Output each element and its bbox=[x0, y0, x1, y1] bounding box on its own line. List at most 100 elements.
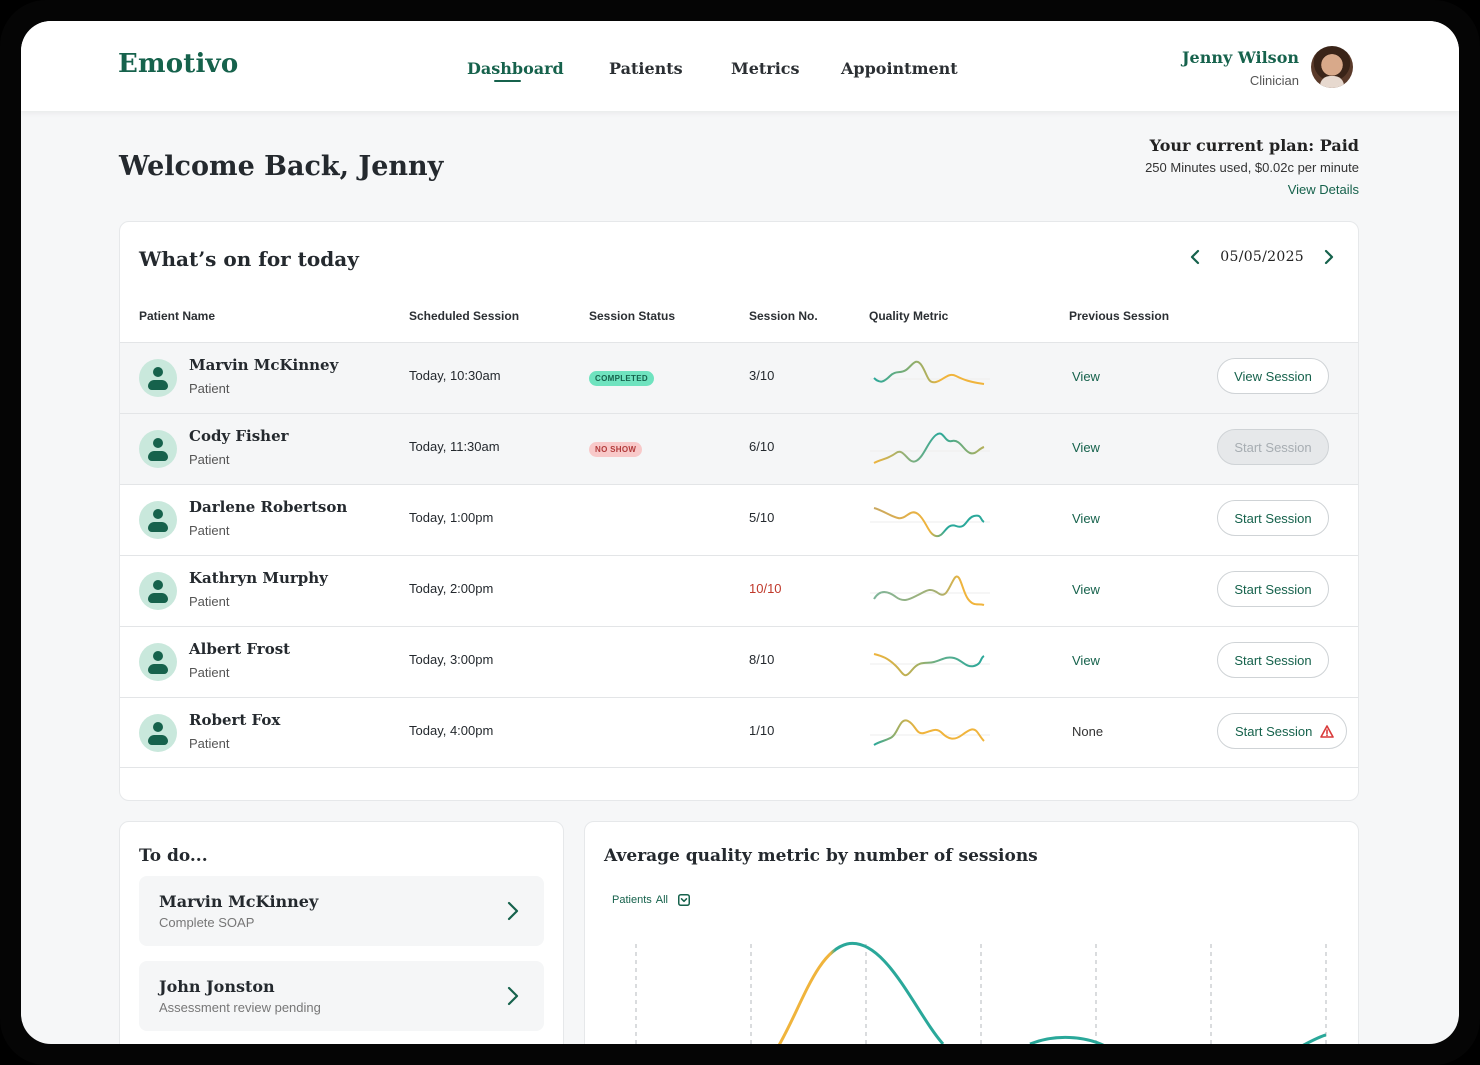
quality-sparkline bbox=[870, 575, 990, 606]
column-header-session-status: Session Status bbox=[589, 309, 676, 323]
patient-role: Patient bbox=[189, 594, 230, 609]
todo-card: To do... Marvin McKinney Complete SOAP J… bbox=[119, 821, 564, 1044]
next-date-button[interactable] bbox=[1318, 246, 1340, 268]
patients-filter-dropdown[interactable]: Patients All bbox=[612, 894, 690, 906]
column-header-quality-metric: Quality Metric bbox=[869, 309, 949, 323]
todays-sessions-card: What’s on for today 05/05/2025 Patient N… bbox=[119, 221, 1359, 801]
column-header-patient-name: Patient Name bbox=[139, 309, 216, 323]
session-number: 5/10 bbox=[749, 510, 775, 525]
app-logo[interactable]: Emotivo bbox=[118, 49, 239, 79]
table-row: Kathryn Murphy Patient Today, 2:00pm 10/… bbox=[120, 555, 1358, 626]
quality-sparkline bbox=[870, 432, 990, 464]
chevron-right-icon bbox=[507, 986, 519, 1006]
start-session-button[interactable]: Start Session bbox=[1217, 642, 1329, 678]
todays-sessions-title: What’s on for today bbox=[139, 247, 359, 271]
patient-avatar bbox=[139, 714, 177, 752]
app-screen: Emotivo Dashboard Patients Metrics Appoi… bbox=[21, 21, 1459, 1044]
start-session-button[interactable]: Start Session bbox=[1217, 571, 1329, 607]
scheduled-time: Today, 3:00pm bbox=[409, 652, 494, 667]
start-session-button-disabled[interactable]: Start Session bbox=[1217, 429, 1329, 465]
patient-role: Patient bbox=[189, 523, 230, 538]
column-header-scheduled-session: Scheduled Session bbox=[409, 309, 520, 323]
scheduled-time: Today, 2:00pm bbox=[409, 581, 494, 596]
column-header-previous-session: Previous Session bbox=[1069, 309, 1170, 323]
warning-icon bbox=[1320, 725, 1334, 738]
nav-dashboard[interactable]: Dashboard bbox=[467, 59, 564, 78]
patient-name[interactable]: Cody Fisher bbox=[189, 427, 289, 445]
user-role: Clinician bbox=[1249, 73, 1299, 88]
nav-patients[interactable]: Patients bbox=[609, 59, 683, 78]
patient-avatar bbox=[139, 572, 177, 610]
scheduled-time: Today, 1:00pm bbox=[409, 510, 494, 525]
todo-item-name: Marvin McKinney bbox=[159, 892, 319, 911]
patient-name[interactable]: Albert Frost bbox=[189, 640, 291, 658]
previous-session-link[interactable]: View bbox=[1072, 582, 1100, 597]
patient-name[interactable]: Darlene Robertson bbox=[189, 498, 348, 516]
plan-title: Your current plan: Paid bbox=[1149, 136, 1359, 155]
previous-session-link[interactable]: View bbox=[1072, 511, 1100, 526]
chart-title: Average quality metric by number of sess… bbox=[604, 846, 1038, 866]
user-name: Jenny Wilson bbox=[1181, 48, 1299, 67]
table-row: Albert Frost Patient Today, 3:00pm 8/10 … bbox=[120, 626, 1358, 697]
chevron-right-icon bbox=[1324, 249, 1334, 265]
view-details-link[interactable]: View Details bbox=[1287, 182, 1359, 197]
todo-item[interactable]: John Jonston Assessment review pending bbox=[139, 961, 544, 1031]
previous-session-link[interactable]: View bbox=[1072, 440, 1100, 455]
welcome-heading: Welcome Back, Jenny bbox=[119, 151, 444, 182]
status-badge: NO SHOW bbox=[589, 442, 643, 457]
start-session-label: Start Session bbox=[1235, 723, 1313, 739]
chevron-left-icon bbox=[1191, 249, 1200, 265]
table-row: Marvin McKinney Patient Today, 10:30am C… bbox=[120, 342, 1358, 413]
start-session-button[interactable]: Start Session bbox=[1217, 500, 1329, 536]
previous-session-link[interactable]: View bbox=[1072, 369, 1100, 384]
patient-avatar bbox=[139, 359, 177, 397]
nav-appointment[interactable]: Appointment bbox=[841, 59, 958, 78]
patient-role: Patient bbox=[189, 665, 230, 680]
chart-series-line bbox=[1029, 1035, 1105, 1044]
patient-avatar bbox=[139, 501, 177, 539]
todo-item[interactable]: Marvin McKinney Complete SOAP bbox=[139, 876, 544, 946]
todo-item-description: Complete SOAP bbox=[159, 915, 255, 930]
table-row: Cody Fisher Patient Today, 11:30am NO SH… bbox=[120, 413, 1358, 484]
patient-role: Patient bbox=[189, 736, 230, 751]
session-number: 1/10 bbox=[749, 723, 775, 738]
todo-item-name: John Jonston bbox=[159, 977, 275, 996]
session-number: 10/10 bbox=[749, 581, 782, 596]
nav-metrics[interactable]: Metrics bbox=[731, 59, 800, 78]
quality-sparkline bbox=[870, 653, 990, 677]
start-session-button[interactable]: Start Session bbox=[1217, 713, 1347, 749]
patient-name[interactable]: Kathryn Murphy bbox=[189, 569, 328, 587]
quality-sparkline bbox=[870, 507, 990, 538]
nav-active-indicator bbox=[494, 80, 521, 82]
previous-session-none: None bbox=[1072, 724, 1104, 739]
quality-metric-chart-card: Average quality metric by number of sess… bbox=[584, 821, 1359, 1044]
date-navigator: 05/05/2025 bbox=[1184, 246, 1340, 268]
scheduled-time: Today, 4:00pm bbox=[409, 723, 494, 738]
patient-name[interactable]: Marvin McKinney bbox=[189, 356, 339, 374]
todo-title: To do... bbox=[139, 846, 208, 866]
previous-date-button[interactable] bbox=[1184, 246, 1206, 268]
filter-value: All bbox=[655, 894, 668, 906]
quality-metric-line-chart bbox=[635, 942, 1327, 1044]
chevron-right-icon bbox=[507, 901, 519, 921]
patient-avatar bbox=[139, 643, 177, 681]
chart-series-line bbox=[777, 942, 945, 1044]
scheduled-time: Today, 11:30am bbox=[409, 439, 500, 454]
view-session-button[interactable]: View Session bbox=[1217, 358, 1329, 394]
previous-session-link[interactable]: View bbox=[1072, 653, 1100, 668]
quality-sparkline bbox=[870, 719, 990, 746]
user-avatar[interactable] bbox=[1311, 46, 1353, 88]
patient-name[interactable]: Robert Fox bbox=[189, 711, 281, 729]
todo-item-description: Assessment review pending bbox=[159, 1000, 321, 1015]
table-row: Darlene Robertson Patient Today, 1:00pm … bbox=[120, 484, 1358, 555]
chart-series-line bbox=[1302, 1033, 1327, 1044]
scheduled-time: Today, 10:30am bbox=[409, 368, 501, 383]
session-number: 3/10 bbox=[749, 368, 775, 383]
status-badge: COMPLETED bbox=[589, 371, 654, 386]
current-date: 05/05/2025 bbox=[1220, 249, 1304, 265]
patient-avatar bbox=[139, 430, 177, 468]
patient-role: Patient bbox=[189, 452, 230, 467]
patient-role: Patient bbox=[189, 381, 230, 396]
top-navigation-bar: Emotivo Dashboard Patients Metrics Appoi… bbox=[21, 21, 1459, 111]
table-row: Robert Fox Patient Today, 4:00pm 1/10 No… bbox=[120, 697, 1358, 768]
